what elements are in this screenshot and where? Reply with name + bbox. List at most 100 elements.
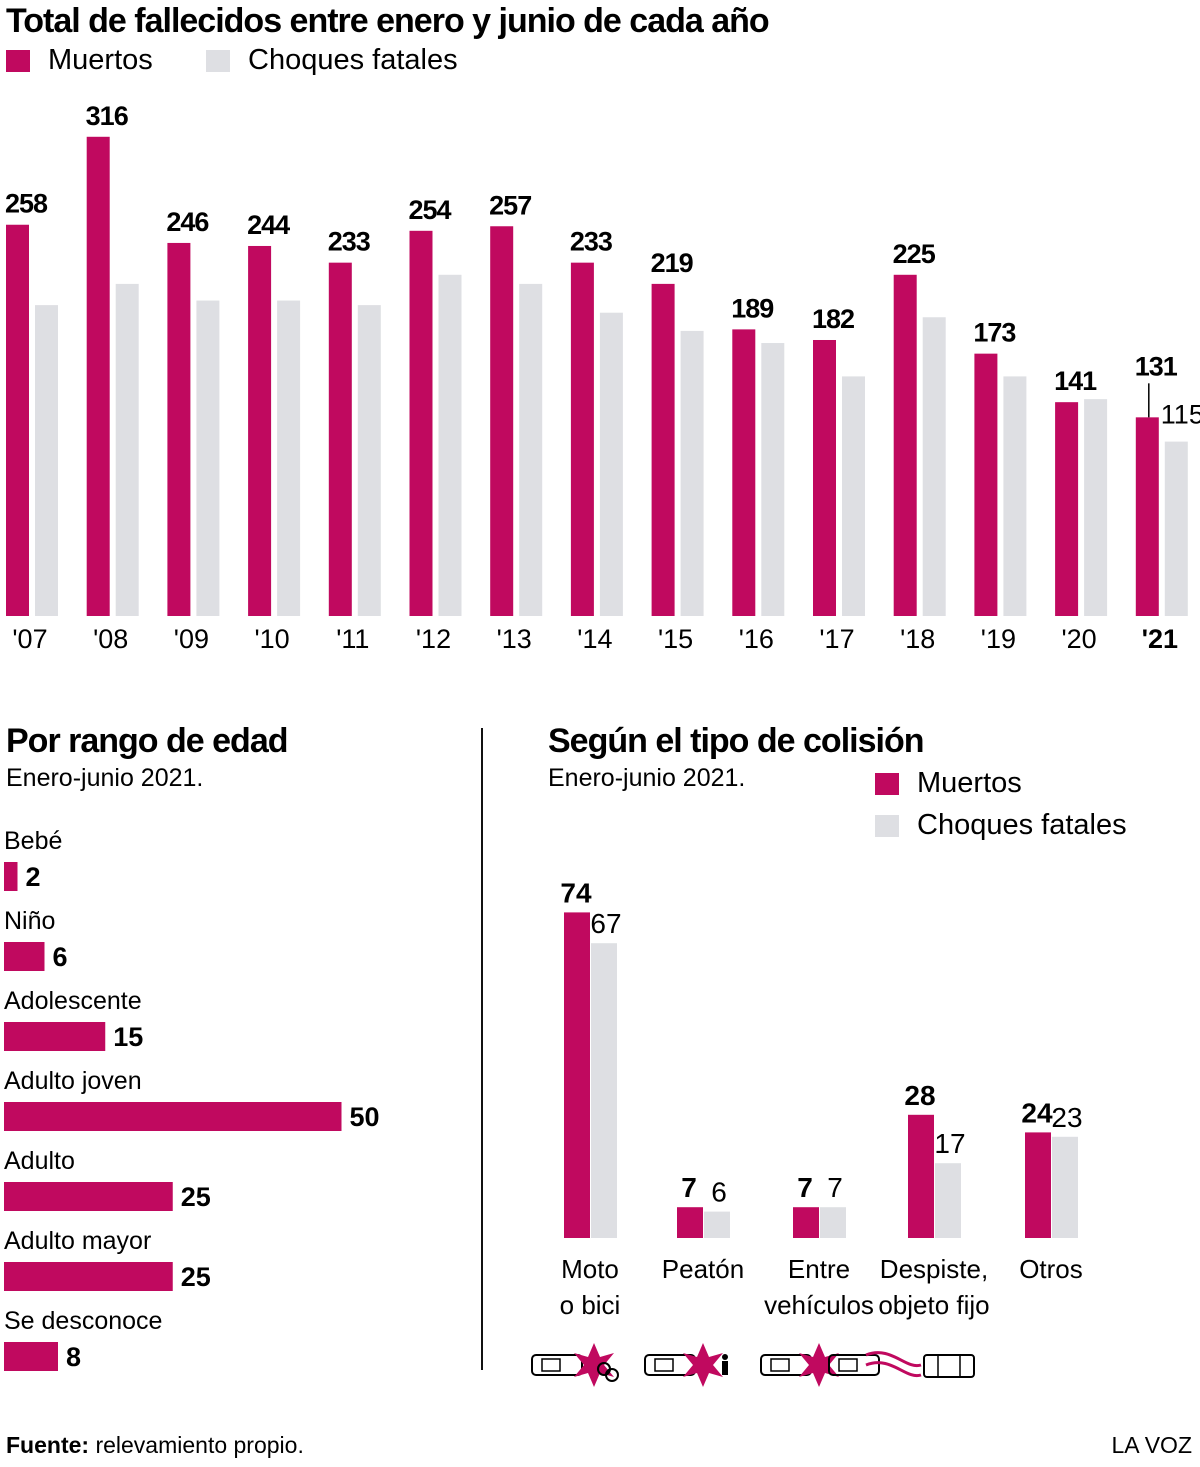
collision-value-muertos: 74: [560, 877, 592, 908]
bar-muertos-07: [6, 224, 29, 617]
value-label-muertos: 244: [247, 210, 290, 240]
bar-muertos-15: [651, 283, 675, 616]
value-label-muertos: 219: [651, 248, 694, 278]
brand-logo-text: LA VOZ: [1111, 1432, 1192, 1458]
collision-value-muertos: 7: [797, 1172, 813, 1203]
value-label-muertos: 182: [812, 304, 854, 334]
bar-choques-16: [761, 343, 785, 616]
value-label-muertos: 258: [5, 189, 48, 219]
age-value-label: 15: [113, 1022, 143, 1052]
legend-label-muertos: Muertos: [917, 767, 1022, 799]
collision-value-choques: 6: [711, 1177, 727, 1208]
value-label-muertos: 131: [1135, 351, 1178, 381]
age-category-label: Bebé: [4, 827, 62, 855]
collision-value-muertos: 24: [1021, 1097, 1053, 1128]
age-bar: [4, 942, 45, 971]
bar-choques-09: [196, 300, 220, 616]
value-label-muertos: 254: [408, 195, 451, 225]
x-tick-label: '14: [577, 624, 612, 654]
source-note: Fuente: relevamiento propio.: [6, 1432, 304, 1459]
age-value-label: 6: [53, 942, 68, 972]
value-label-muertos: 173: [973, 318, 1016, 348]
value-label-choques: 115: [1161, 400, 1200, 430]
value-label-muertos: 233: [570, 227, 613, 257]
bar-muertos-13: [490, 226, 514, 616]
collision-bar-muertos: [1025, 1132, 1051, 1238]
collision-legend-item-muertos: Muertos: [875, 767, 1022, 800]
age-category-label: Adulto: [4, 1147, 75, 1175]
collision-category-label: o bici: [560, 1290, 621, 1320]
legend-swatch-muertos: [875, 772, 899, 795]
legend-label-choques: Choques fatales: [248, 44, 458, 76]
collision-bar-muertos: [793, 1207, 819, 1238]
value-label-muertos: 257: [489, 190, 531, 220]
main-chart-title: Total de fallecidos entre enero y junio …: [6, 2, 770, 40]
age-value-label: 50: [350, 1102, 380, 1132]
bar-muertos-19: [974, 353, 998, 616]
x-tick-label: '12: [416, 624, 451, 654]
legend-swatch-muertos: [6, 49, 30, 72]
legend-label-choques: Choques fatales: [917, 809, 1127, 841]
legend-swatch-choques: [206, 49, 230, 72]
bar-muertos-12: [409, 230, 433, 616]
age-range-bar-chart: Bebé 2 Niño 6 Adolescente 15 Adulto joven 50 Adu…: [4, 827, 380, 1372]
collision-category-label: Otros: [1019, 1254, 1083, 1284]
age-bar: [4, 862, 18, 891]
bar-choques-21: [1164, 441, 1188, 616]
x-tick-label: '18: [900, 624, 935, 654]
bar-choques-17: [842, 376, 865, 616]
bar-muertos-09: [167, 242, 191, 617]
x-tick-label: '21: [1142, 624, 1178, 654]
bar-choques-07: [35, 305, 58, 616]
age-chart-subtitle: Enero-junio 2021.: [6, 764, 204, 792]
collision-bar-muertos: [677, 1207, 703, 1238]
bar-muertos-20: [1055, 402, 1079, 616]
annual-deaths-bar-chart: 258 '07 316 '08 246 '09 244 '10 233 '11 254 '12 257 '…: [5, 101, 1200, 654]
collision-category-label: Entre: [788, 1254, 850, 1284]
collision-value-choques: 7: [827, 1172, 843, 1203]
value-label-muertos: 141: [1054, 366, 1097, 396]
x-tick-label: '09: [174, 624, 209, 654]
car-pedestrian-crash-icon: [644, 1343, 728, 1387]
value-label-muertos: 246: [166, 207, 209, 237]
collision-category-label: Moto: [561, 1254, 619, 1284]
bar-choques-15: [680, 330, 704, 616]
x-tick-label: '13: [497, 624, 532, 654]
collision-bar-muertos: [564, 912, 590, 1238]
age-category-label: Se desconoce: [4, 1307, 162, 1335]
bar-muertos-10: [248, 245, 272, 616]
collision-bar-choques: [935, 1163, 961, 1238]
bar-choques-18: [922, 317, 946, 616]
bar-muertos-11: [328, 262, 352, 616]
bar-choques-10: [277, 300, 301, 616]
bar-choques-11: [357, 305, 381, 616]
collision-category-label: Despiste,: [880, 1254, 988, 1284]
legend-item-choques: Choques fatales: [206, 44, 458, 77]
age-bar: [4, 1102, 342, 1131]
legend-label-muertos: Muertos: [48, 44, 153, 76]
bar-choques-19: [1003, 376, 1027, 616]
x-tick-label: '16: [739, 624, 774, 654]
legend-swatch-choques: [875, 814, 899, 837]
age-chart-title: Por rango de edad: [6, 722, 288, 760]
x-tick-label: '11: [336, 624, 369, 654]
x-tick-label: '19: [981, 624, 1016, 654]
age-bar: [4, 1022, 106, 1051]
collision-bar-choques: [704, 1211, 730, 1238]
x-tick-label: '07: [12, 624, 47, 654]
bar-muertos-18: [893, 274, 917, 616]
bar-choques-14: [599, 312, 623, 616]
value-label-muertos: 225: [893, 239, 936, 269]
age-category-label: Niño: [4, 907, 55, 935]
collision-bar-choques: [820, 1207, 846, 1238]
age-bar: [4, 1182, 173, 1211]
value-label-muertos: 189: [731, 293, 774, 323]
age-value-label: 25: [181, 1182, 211, 1212]
source-label: Fuente:: [6, 1432, 90, 1458]
car-car-crash-icon: [760, 1343, 880, 1387]
car-swerve-icon: [865, 1351, 975, 1378]
age-value-label: 25: [181, 1262, 211, 1292]
collision-value-muertos: 7: [681, 1172, 697, 1203]
collision-category-label: Peatón: [662, 1254, 744, 1284]
